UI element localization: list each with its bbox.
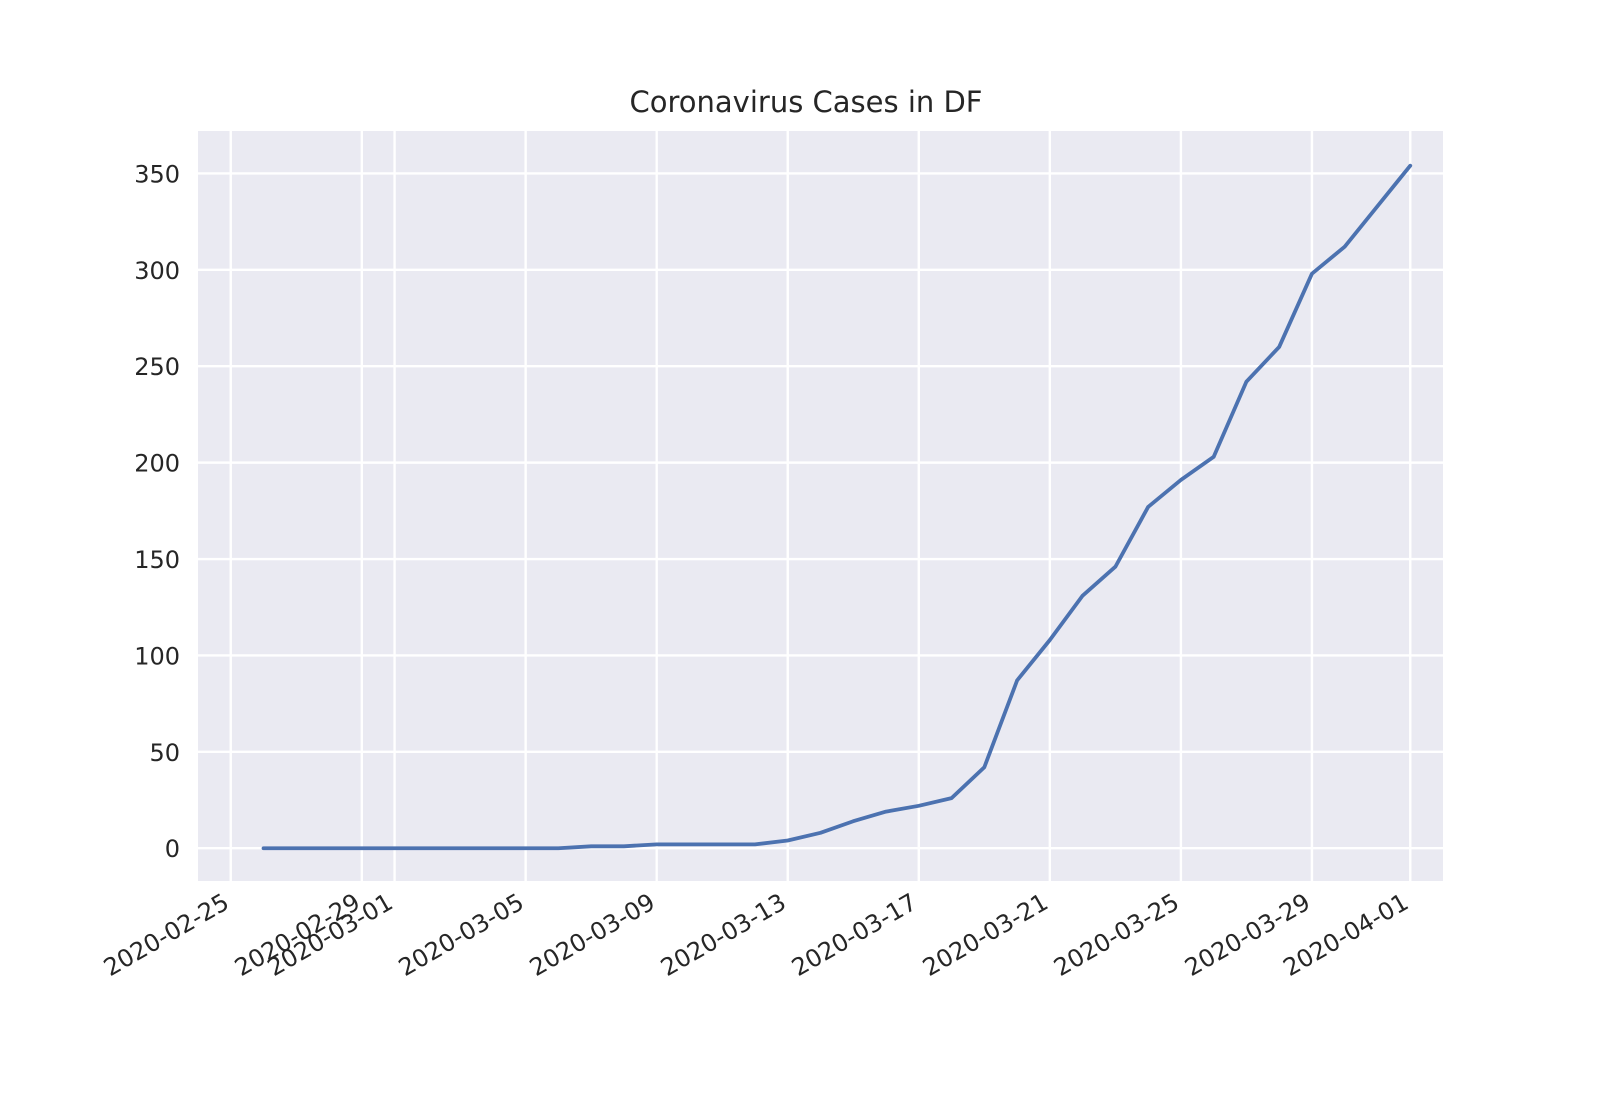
y-tick-label: 350 (134, 160, 180, 188)
data-point (1343, 245, 1347, 249)
data-point (1015, 678, 1019, 683)
data-point (524, 846, 528, 850)
data-point (589, 844, 593, 848)
data-point (1244, 380, 1249, 384)
data-point (1375, 204, 1380, 208)
data-point (556, 846, 560, 850)
data-point (1277, 345, 1281, 349)
data-point (917, 804, 921, 808)
data-point (327, 846, 331, 850)
data-point (1146, 505, 1150, 509)
data-point (360, 846, 364, 850)
plot-background (198, 131, 1443, 881)
x-tick-label: 2020-03-13 (656, 888, 791, 982)
y-tick-label: 150 (134, 546, 180, 574)
data-point (786, 838, 790, 843)
data-point (687, 842, 692, 846)
chart-title: Coronavirus Cases in DF (630, 85, 983, 119)
data-point (982, 765, 986, 769)
x-tick-label: 2020-02-25 (99, 888, 234, 982)
data-point (1081, 594, 1085, 598)
x-tick-label: 2020-03-25 (1049, 888, 1184, 982)
data-point (655, 842, 659, 846)
data-point (884, 809, 888, 814)
plot-area: 0501001502002503003502020-02-252020-02-2… (99, 131, 1443, 982)
y-tick-label: 50 (149, 739, 180, 767)
x-tick-label: 2020-03-05 (394, 888, 529, 982)
data-point (1310, 272, 1314, 276)
data-point (294, 846, 298, 850)
y-tick-label: 0 (165, 835, 180, 863)
y-tick-label: 200 (134, 450, 180, 478)
data-point (261, 846, 266, 850)
series-line (261, 163, 1413, 851)
data-point (1113, 565, 1117, 569)
data-point (622, 844, 626, 848)
data-point (491, 846, 495, 850)
y-tick-label: 250 (134, 353, 180, 381)
x-tick-label: 2020-03-17 (787, 888, 922, 982)
data-point (818, 831, 823, 835)
y-tick-label: 100 (134, 642, 180, 670)
data-point (1408, 164, 1412, 168)
data-point (392, 846, 397, 850)
data-point (949, 796, 954, 800)
data-point (1179, 478, 1183, 482)
data-point (851, 819, 855, 823)
data-point (1212, 455, 1216, 459)
x-tick-label: 2020-03-09 (525, 888, 660, 982)
data-point (1048, 638, 1052, 642)
data-point (753, 842, 757, 846)
data-point (720, 842, 724, 846)
data-point (425, 846, 429, 850)
data-point (458, 846, 462, 850)
y-tick-label: 300 (134, 257, 180, 285)
x-tick-label: 2020-03-21 (918, 888, 1053, 982)
